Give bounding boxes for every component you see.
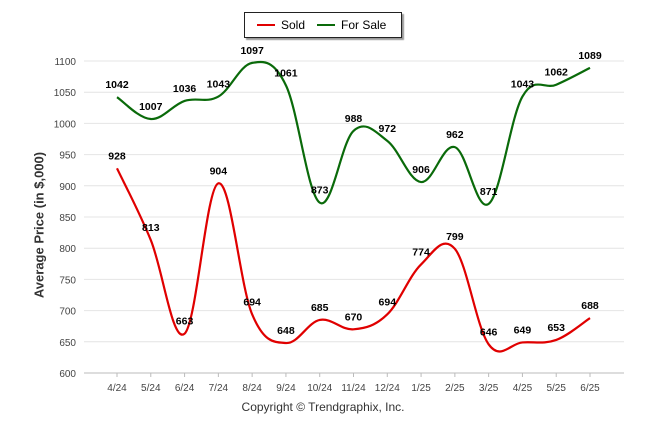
- y-tick-label: 650: [59, 338, 76, 349]
- data-label-for-sale: 1089: [578, 50, 602, 62]
- x-tick-label: 4/25: [513, 383, 533, 394]
- x-tick-label: 9/24: [276, 383, 296, 394]
- y-tick-label: 750: [59, 275, 76, 286]
- y-tick-label: 850: [59, 213, 76, 224]
- y-tick-label: 1050: [54, 88, 77, 99]
- legend-swatch-sold: [257, 24, 275, 26]
- y-tick-label: 600: [59, 369, 76, 380]
- x-tick-label: 6/24: [175, 383, 195, 394]
- x-tick-label: 11/24: [341, 383, 366, 394]
- y-tick-label: 800: [59, 244, 76, 255]
- y-tick-label: 900: [59, 182, 76, 193]
- data-label-for-sale: 962: [446, 129, 464, 141]
- data-label-for-sale: 1097: [240, 45, 264, 57]
- data-label-sold: 670: [345, 311, 363, 323]
- data-label-sold: 653: [547, 322, 565, 334]
- x-tick-label: 2/25: [445, 383, 465, 394]
- data-label-for-sale: 1062: [545, 67, 569, 79]
- legend-label-sold: Sold: [281, 18, 306, 32]
- data-label-sold: 688: [581, 300, 599, 312]
- data-label-for-sale: 988: [345, 113, 363, 125]
- data-label-for-sale: 972: [379, 123, 397, 135]
- series-line-for-sale: [116, 60, 591, 206]
- data-label-for-sale: 1042: [105, 79, 129, 91]
- data-label-sold: 663: [176, 316, 194, 328]
- y-tick-label: 1100: [54, 57, 76, 68]
- data-label-sold: 649: [514, 324, 532, 336]
- legend: Sold For Sale: [244, 12, 402, 38]
- legend-item-sold: Sold: [257, 18, 305, 32]
- x-tick-label: 1/25: [411, 383, 431, 394]
- legend-item-for-sale: For Sale: [317, 18, 386, 32]
- x-tick-label: 8/24: [242, 383, 262, 394]
- y-tick-label: 1000: [54, 119, 77, 130]
- data-label-for-sale: 906: [412, 164, 430, 176]
- data-label-sold: 799: [446, 231, 464, 243]
- y-tick-label: 700: [59, 307, 76, 318]
- x-tick-label: 5/24: [141, 383, 161, 394]
- data-label-for-sale: 1036: [173, 83, 197, 95]
- y-tick-label: 950: [59, 151, 76, 162]
- data-label-sold: 774: [412, 246, 430, 258]
- data-label-sold: 694: [243, 296, 261, 308]
- data-label-sold: 904: [210, 165, 228, 177]
- x-tick-label: 12/24: [375, 383, 400, 394]
- data-label-for-sale: 873: [311, 185, 329, 197]
- copyright-text: Copyright © Trendgraphix, Inc.: [241, 400, 405, 414]
- data-label-sold: 646: [480, 326, 498, 338]
- series-line-sold: [116, 167, 591, 353]
- data-label-for-sale: 1043: [207, 79, 231, 91]
- y-axis-label: Average Price (in $,000): [31, 151, 47, 299]
- data-label-sold: 648: [277, 325, 295, 337]
- x-tick-label: 5/25: [546, 383, 566, 394]
- data-label-sold: 694: [379, 296, 397, 308]
- legend-label-for-sale: For Sale: [341, 18, 387, 32]
- x-tick-label: 6/25: [580, 383, 600, 394]
- x-tick-label: 10/24: [307, 383, 332, 394]
- data-label-for-sale: 1007: [139, 101, 163, 113]
- x-tick-label: 4/24: [107, 383, 127, 394]
- data-label-for-sale: 871: [480, 186, 498, 198]
- x-tick-label: 7/24: [209, 383, 229, 394]
- data-label-sold: 813: [142, 222, 160, 234]
- data-label-for-sale: 1043: [511, 79, 535, 91]
- x-tick-label: 3/25: [479, 383, 499, 394]
- data-label-sold: 928: [108, 150, 126, 162]
- data-label-for-sale: 1061: [274, 67, 298, 79]
- data-label-sold: 685: [311, 302, 329, 314]
- legend-swatch-for-sale: [317, 24, 335, 26]
